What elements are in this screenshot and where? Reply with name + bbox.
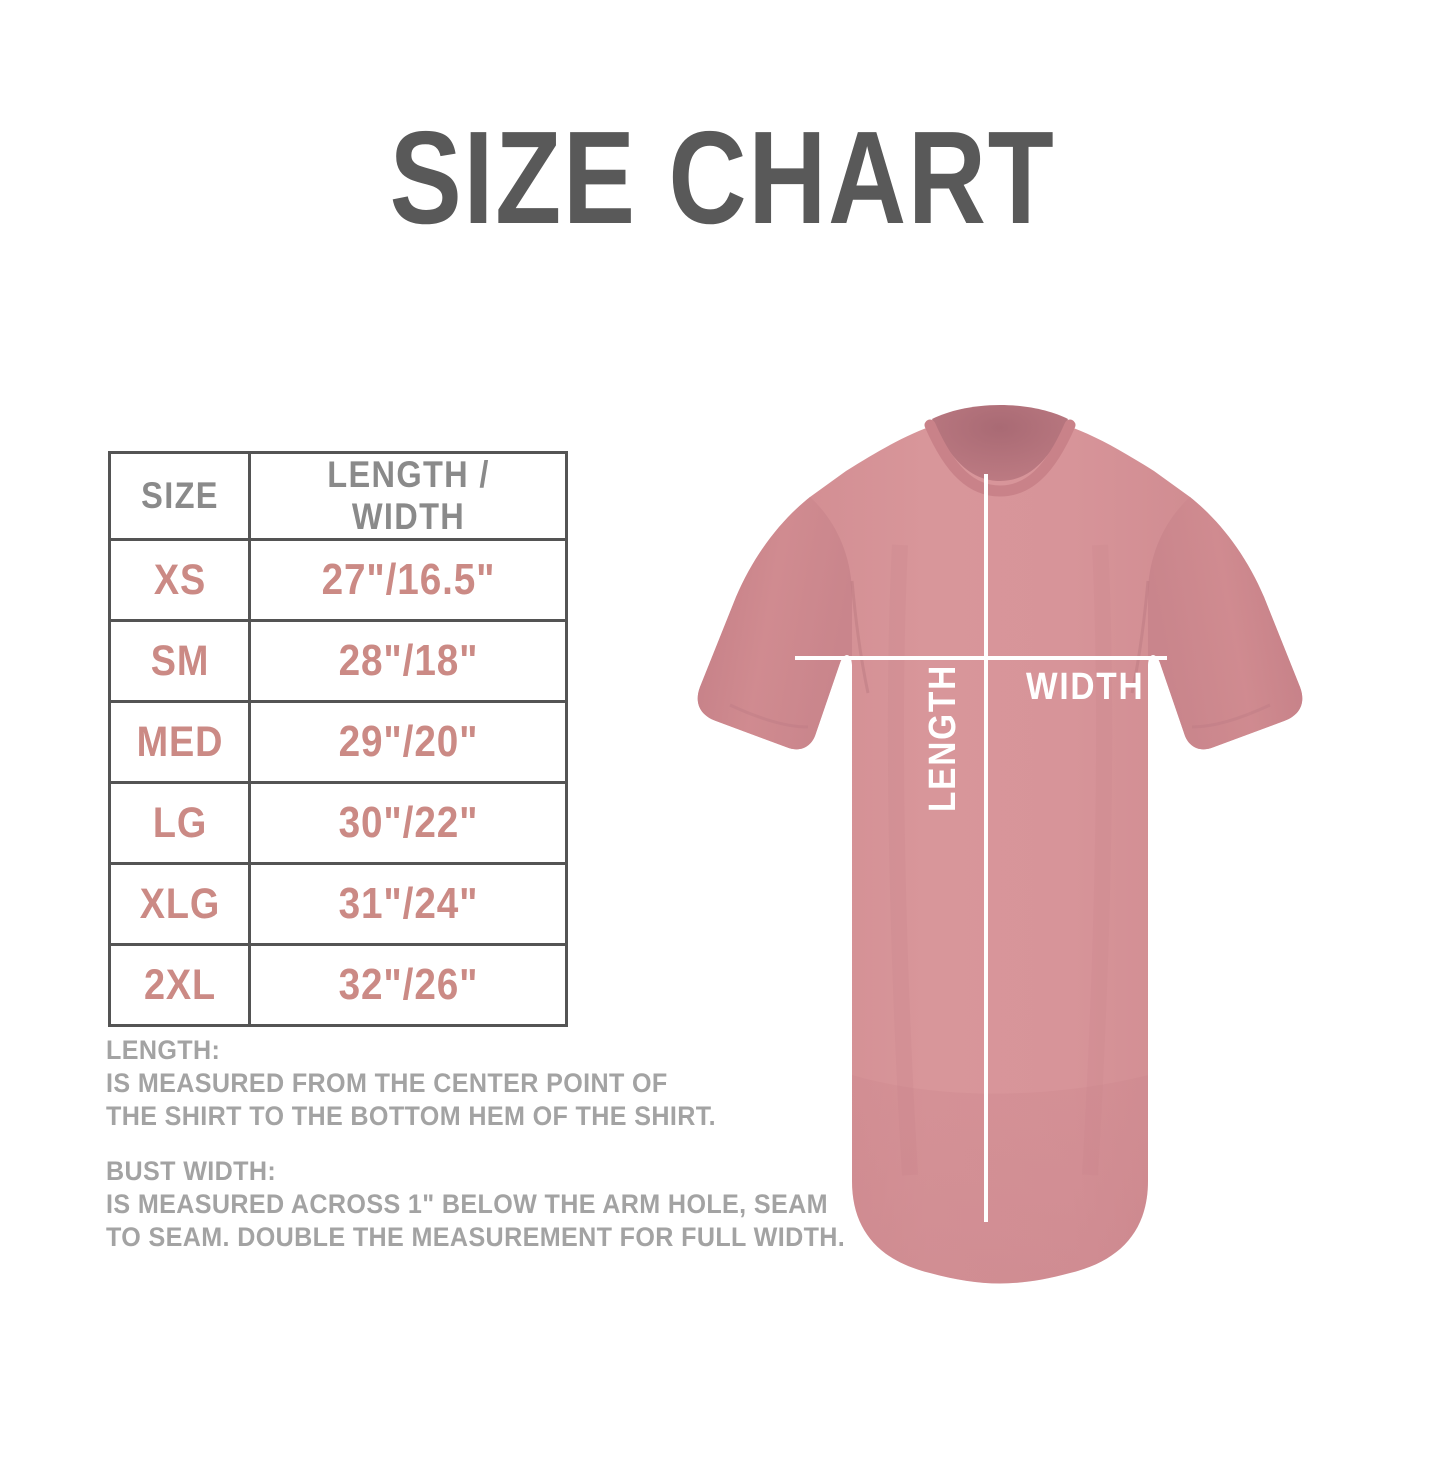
table-row: XLG 31"/24" xyxy=(110,862,567,946)
shirt-fold-right xyxy=(1082,544,1113,1176)
cell-measurement: 27"/16.5" xyxy=(267,538,549,622)
shirt-left-sleeve xyxy=(697,497,852,750)
cell-measurement: 30"/22" xyxy=(267,781,549,865)
tshirt-illustration xyxy=(600,375,1400,1375)
table-row: MED 29"/20" xyxy=(110,700,567,784)
measurement-notes: LENGTH: IS MEASURED FROM THE CENTER POIN… xyxy=(106,1034,845,1276)
table-header-row: SIZE LENGTH / WIDTH xyxy=(110,451,567,541)
cell-measurement: 29"/20" xyxy=(267,700,549,784)
note-length-heading: LENGTH: xyxy=(106,1035,221,1065)
note-bust-width: BUST WIDTH: IS MEASURED ACROSS 1" BELOW … xyxy=(106,1155,845,1254)
page-title: SIZE CHART xyxy=(389,104,1056,251)
table-row: XS 27"/16.5" xyxy=(110,538,567,622)
note-length-line1: IS MEASURED FROM THE CENTER POINT OF xyxy=(106,1068,668,1098)
column-header-measurement: LENGTH / WIDTH xyxy=(267,451,549,541)
right-sleeve-hem xyxy=(1191,703,1271,729)
cell-size: XLG xyxy=(116,862,243,946)
left-sleeve-hem xyxy=(729,703,809,729)
left-armhole-seam xyxy=(850,580,870,694)
tshirt-icon xyxy=(697,405,1303,1284)
cell-size: MED xyxy=(116,700,243,784)
cell-measurement: 31"/24" xyxy=(267,862,549,946)
shirt-collar xyxy=(932,405,1068,481)
shirt-right-sleeve xyxy=(1148,497,1303,750)
note-bust-heading: BUST WIDTH: xyxy=(106,1156,277,1186)
cell-size: SM xyxy=(116,619,243,703)
cell-size: XS xyxy=(116,538,243,622)
cell-measurement: 28"/18" xyxy=(267,619,549,703)
cell-measurement: 32"/26" xyxy=(267,943,549,1027)
cell-size: 2XL xyxy=(116,943,243,1027)
note-length-line2: THE SHIRT TO THE BOTTOM HEM OF THE SHIRT… xyxy=(106,1101,717,1131)
shirt-fold-left xyxy=(887,544,918,1176)
collar-rib xyxy=(924,419,1076,497)
table-row: SM 28"/18" xyxy=(110,619,567,703)
right-armhole-seam xyxy=(1130,580,1150,694)
cell-size: LG xyxy=(116,781,243,865)
size-table: SIZE LENGTH / WIDTH XS 27"/16.5" SM 28"/… xyxy=(108,451,568,1027)
table-row: LG 30"/22" xyxy=(110,781,567,865)
table-row: 2XL 32"/26" xyxy=(110,943,567,1027)
note-length: LENGTH: IS MEASURED FROM THE CENTER POIN… xyxy=(106,1034,746,1133)
column-header-size: SIZE xyxy=(116,451,243,541)
shirt-hem-shading xyxy=(852,665,1148,1284)
